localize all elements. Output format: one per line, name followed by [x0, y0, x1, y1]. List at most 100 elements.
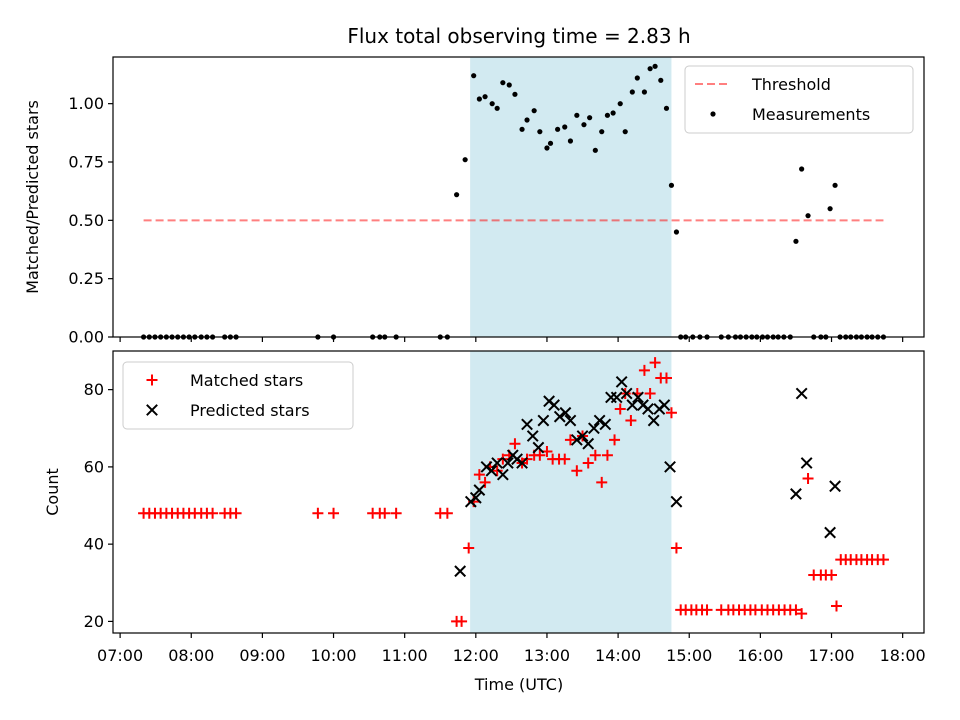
data-point [456, 615, 468, 627]
data-point [537, 129, 543, 135]
data-point [829, 480, 841, 493]
data-point [469, 491, 482, 504]
ratio-panel: 0.00 0.25 0.50 0.75 1.00 Matched/Predicted st… [23, 56, 925, 347]
data-point [462, 157, 468, 163]
data-point [570, 433, 583, 446]
x-tick-label: 11:00 [382, 646, 428, 665]
count-panel: 20 40 60 80 07:00 08:00 09:00 10:00 11:00 12:00 13… [43, 350, 926, 665]
y-tick-label: 0.50 [68, 211, 104, 230]
legend-box [684, 65, 914, 134]
series-plus [138, 357, 889, 627]
y-tick-label: 20 [84, 612, 104, 631]
data-point [534, 449, 546, 461]
series-x [454, 375, 841, 578]
data-point [390, 507, 402, 519]
data-point [501, 457, 514, 469]
data-point [379, 507, 391, 519]
y-tick-label: 80 [84, 380, 104, 399]
data-point [796, 608, 808, 620]
data-point [599, 129, 605, 135]
data-point [790, 488, 802, 500]
data-point [802, 472, 814, 484]
x-tick-label: 13:00 [524, 646, 570, 665]
data-point [827, 206, 833, 212]
data-point [574, 112, 580, 118]
data-point [644, 387, 656, 399]
data-point [473, 484, 486, 496]
data-point [826, 569, 838, 581]
data-point [592, 147, 598, 153]
data-point [793, 238, 799, 244]
data-point [641, 89, 648, 95]
data-point [491, 457, 504, 469]
data-point [500, 80, 506, 86]
data-point [473, 469, 485, 481]
data-point [559, 406, 572, 419]
data-point [454, 192, 460, 198]
data-point [805, 213, 811, 219]
legend: Threshold Measurements [684, 65, 914, 134]
x-tick-label: 10:00 [310, 646, 356, 665]
data-point [506, 82, 512, 88]
data-point [553, 410, 566, 423]
data-point [531, 108, 537, 114]
data-point [668, 182, 675, 188]
axes-frame [112, 350, 925, 634]
legend-measurements-swatch [710, 111, 716, 117]
data-point [516, 457, 528, 469]
data-point [622, 129, 628, 135]
data-point [441, 507, 453, 519]
data-point [230, 507, 242, 519]
legend-measurements-label: Measurements [752, 105, 870, 124]
data-point [663, 105, 670, 111]
data-point [596, 476, 608, 488]
legend-matched-swatch [146, 374, 158, 386]
data-point [491, 465, 503, 477]
data-point [610, 391, 623, 404]
x-axis-label: Time (UTC) [474, 675, 563, 694]
x-tick-label: 18:00 [880, 646, 926, 665]
data-point [471, 73, 477, 79]
data-point [512, 91, 518, 97]
data-point [588, 422, 600, 435]
x-tick-label: 08:00 [168, 646, 214, 665]
y-axis-label: Count [43, 468, 62, 516]
data-point [800, 457, 813, 469]
shaded-interval [470, 57, 672, 337]
data-point [601, 449, 613, 461]
data-point [638, 364, 650, 376]
data-point [673, 229, 680, 235]
legend-threshold-label: Threshold [751, 75, 831, 94]
data-point [454, 565, 467, 578]
data-point [509, 438, 521, 450]
data-point [629, 89, 635, 95]
data-point [665, 407, 677, 419]
data-point [537, 414, 550, 427]
data-point [476, 96, 482, 102]
y-tick-label: 0.75 [68, 153, 104, 172]
data-point [532, 441, 545, 454]
legend-predicted-swatch [146, 404, 158, 416]
data-point [824, 526, 837, 539]
x-tick-label: 12:00 [453, 646, 499, 665]
data-point [615, 375, 628, 388]
x-tick-label: 07:00 [97, 646, 143, 665]
data-point [670, 495, 683, 508]
x-tick-label: 16:00 [737, 646, 783, 665]
data-point [609, 434, 621, 446]
data-point [670, 542, 682, 554]
y-tick-label: 0.00 [68, 328, 104, 347]
data-point [790, 604, 802, 616]
data-point [632, 391, 644, 404]
series-dot [140, 63, 887, 340]
data-point [582, 457, 594, 469]
x-tick-label: 14:00 [595, 646, 641, 665]
data-point [559, 453, 571, 465]
data-point [617, 101, 623, 107]
data-point [526, 430, 539, 442]
data-point [660, 372, 672, 384]
axes-frame [112, 56, 925, 338]
data-point [571, 465, 583, 477]
data-point [521, 418, 533, 431]
